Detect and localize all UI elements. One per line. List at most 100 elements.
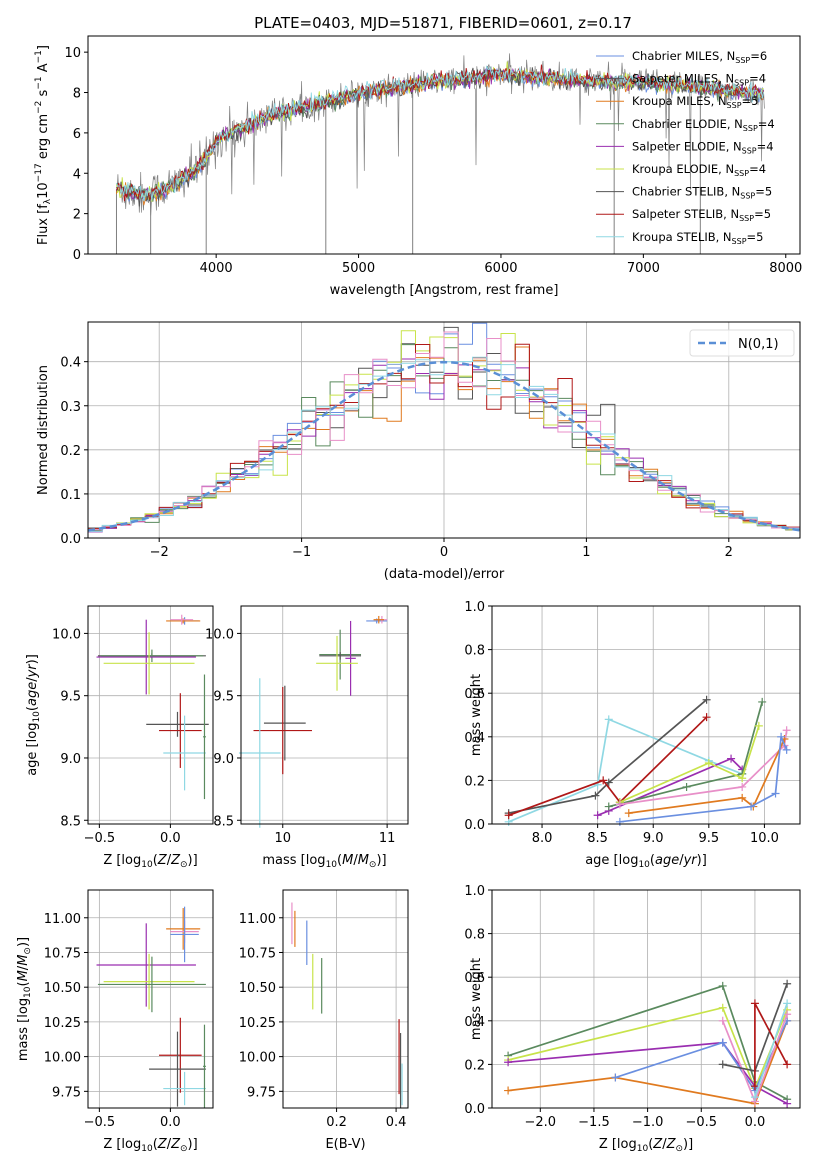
mass-weight-line: [508, 699, 708, 814]
histogram-ylabel: Normed distribution: [36, 365, 51, 495]
x-axis-label: mass [log10(M/M⊙)]: [262, 853, 386, 870]
legend-entry-label: Salpeter ELODIE, NSSP=4: [632, 139, 774, 155]
plus-marker: [771, 789, 780, 798]
y-tick-label: 1.0: [464, 600, 485, 615]
legend-entry-label: Chabrier STELIB, NSSP=5: [632, 185, 772, 201]
y-tick-label: 0.4: [60, 356, 81, 371]
x-axis-label: E(B-V): [325, 1137, 365, 1152]
plus-marker: [783, 1099, 792, 1108]
plus-marker: [783, 979, 792, 988]
mass-weight-line: [628, 738, 786, 814]
panel-frame: [491, 889, 801, 1109]
x-tick-label: 8.5: [587, 831, 608, 846]
mass-weight-line: [619, 730, 788, 806]
legend-entry-label: Salpeter MILES, NSSP=4: [632, 72, 766, 88]
legend-entry-label: Salpeter STELIB, NSSP=5: [632, 207, 771, 223]
x-tick-label: 0.4: [386, 1115, 407, 1130]
mass-weight-line: [508, 716, 708, 817]
legend-entry-label: Chabrier ELODIE, NSSP=4: [632, 117, 775, 133]
y-tick-label: 4: [73, 167, 81, 182]
x-tick-label: 2: [725, 545, 733, 560]
panel-frame: [240, 605, 409, 825]
y-tick-label: 10.0: [205, 627, 234, 642]
plus-marker: [504, 1086, 513, 1095]
plus-marker: [624, 809, 633, 818]
plus-marker: [777, 732, 786, 741]
y-tick-label: 9.75: [52, 1085, 81, 1100]
histogram-step-series: [88, 356, 800, 532]
y-tick-label: 9.0: [213, 752, 234, 767]
plus-marker: [738, 793, 747, 802]
x-tick-label: −0.5: [84, 1115, 116, 1130]
y-tick-label: 10.00: [239, 1051, 276, 1066]
spectrum-panel: PLATE=0403, MJD=51871, FIBERID=0601, z=0…: [34, 14, 802, 298]
histogram-xlabel: (data-model)/error: [384, 567, 505, 582]
y-tick-label: 0.1: [60, 488, 81, 503]
plus-marker: [750, 1093, 759, 1102]
plus-marker: [783, 999, 792, 1008]
x-axis-label: Z [log10(Z/Z⊙)]: [599, 1137, 693, 1154]
errorbar-point: [319, 652, 362, 660]
plus-marker: [738, 774, 747, 783]
y-tick-label: 9.5: [213, 690, 234, 705]
y-tick-label: 0.2: [464, 774, 485, 789]
x-tick-label: −0.5: [84, 831, 116, 846]
plus-marker: [604, 715, 613, 724]
histogram-legend-box: [689, 329, 795, 357]
plus-marker: [504, 811, 513, 820]
spectrum-frame: [87, 35, 801, 255]
x-tick-label: 5000: [342, 261, 375, 276]
plus-marker: [718, 981, 727, 990]
mass-weight-line: [508, 1041, 788, 1105]
model-spectrum-line: [116, 64, 764, 202]
errorbar-point: [103, 632, 195, 695]
spectrum-title: PLATE=0403, MJD=51871, FIBERID=0601, z=0…: [254, 14, 632, 32]
errorbar-point: [373, 615, 384, 624]
y-tick-label: 2: [73, 208, 81, 223]
errorbar-point: [146, 711, 209, 737]
x-tick-label: 11: [379, 831, 396, 846]
errorbar-point: [159, 1017, 202, 1093]
errorbar-point: [345, 620, 356, 696]
plus-marker: [615, 817, 624, 826]
legend-entry-label: Kroupa STELIB, NSSP=5: [632, 230, 763, 246]
x-tick-label: 6000: [484, 261, 517, 276]
x-axis-label: Z [log10(Z/Z⊙)]: [103, 853, 197, 870]
y-tick-label: 0.2: [464, 1058, 485, 1073]
legend-entry-label: Chabrier MILES, NSSP=6: [632, 49, 767, 65]
x-tick-label: 10: [274, 831, 291, 846]
model-spectrum-line: [116, 65, 764, 202]
plus-marker: [718, 1060, 727, 1069]
mass-weight-line: [507, 984, 788, 1101]
y-tick-label: 9.0: [60, 752, 81, 767]
x-tick-label: 9.0: [643, 831, 664, 846]
y-tick-label: 8.5: [60, 814, 81, 829]
y-tick-label: 0.8: [464, 644, 485, 659]
errorbar-point: [203, 674, 206, 800]
y-tick-label: 10.0: [52, 627, 81, 642]
panel-frame: [87, 889, 214, 1109]
legend-entry-label: Kroupa ELODIE, NSSP=4: [632, 162, 766, 178]
plus-marker: [718, 1016, 727, 1025]
y-tick-label: 1.0: [464, 884, 485, 899]
x-tick-label: −0.5: [685, 1115, 717, 1130]
errorbar-point: [203, 1024, 206, 1108]
y-tick-label: 11.00: [44, 912, 81, 927]
mass-weight-line: [619, 725, 760, 803]
legend-entry-label: Kroupa MILES, NSSP=5: [632, 94, 758, 110]
mass-weight-vs-age-panel: 8.0 8.5 9.0 9.5 10.0 0.0 0.2 0.4 0.6 0.8 1.0 age [l…: [464, 600, 801, 870]
y-axis-label: age [log10(age/yr)]: [25, 654, 42, 776]
x-tick-label: 10.0: [750, 831, 779, 846]
y-tick-label: 0.6: [464, 971, 485, 986]
x-tick-label: 7000: [627, 261, 660, 276]
x-tick-label: 0.0: [160, 1115, 181, 1130]
y-tick-label: 0.3: [60, 400, 81, 415]
plus-marker: [754, 721, 763, 730]
y-tick-label: 10.00: [44, 1051, 81, 1066]
plus-marker: [604, 778, 613, 787]
errorbar-point: [316, 635, 358, 691]
plus-marker: [593, 811, 602, 820]
plus-marker: [704, 758, 713, 767]
y-tick-label: 10.25: [44, 1016, 81, 1031]
y-tick-label: 10.50: [239, 981, 276, 996]
